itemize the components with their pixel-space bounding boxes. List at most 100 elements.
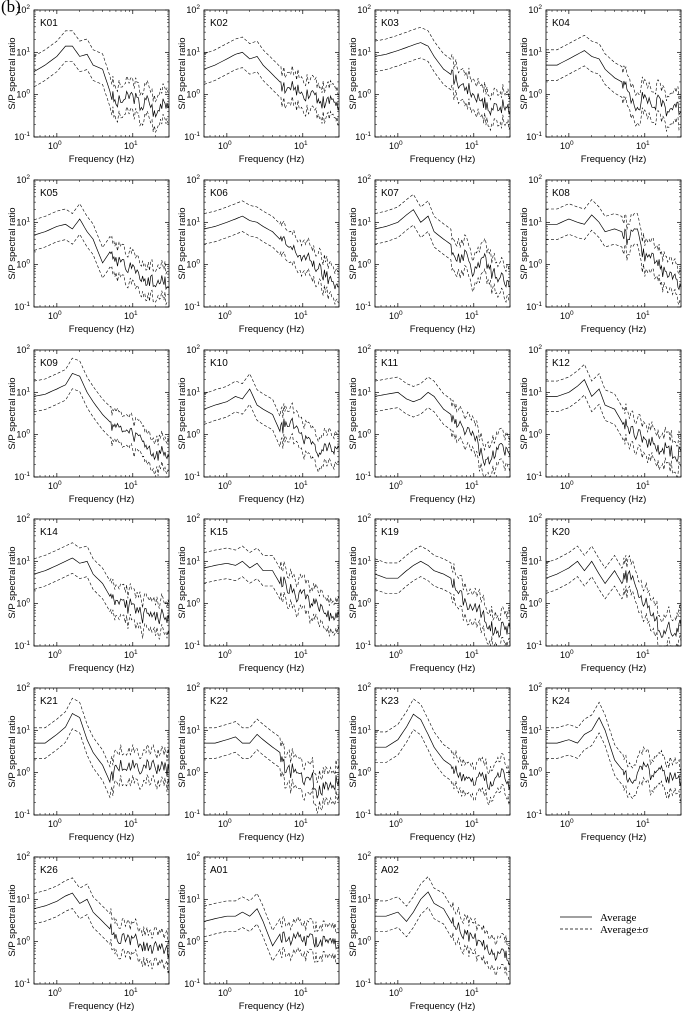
panel-k19: 10-1 100 101 102 100 101 Frequency (Hz) S/P spe… bbox=[348, 513, 511, 674]
station-label: K19 bbox=[381, 527, 399, 538]
y-tick-label: 10-1 bbox=[14, 809, 30, 820]
plot-frame bbox=[33, 349, 170, 478]
y-tick-label: 102 bbox=[357, 4, 371, 15]
y-axis-title: S/P spectral ratio bbox=[7, 37, 18, 109]
x-axis-title: Frequency (Hz) bbox=[581, 832, 646, 843]
series-average bbox=[546, 378, 682, 463]
station-label: K14 bbox=[40, 527, 58, 538]
y-tick-label: 100 bbox=[528, 259, 542, 270]
series-avg-minus-sigma bbox=[33, 61, 170, 134]
y-tick-label: 10-1 bbox=[184, 131, 200, 142]
panel-k22: 10-1 100 101 102 100 101 Frequency (Hz) S/P spe… bbox=[177, 682, 340, 843]
series-avg-minus-sigma bbox=[33, 572, 170, 640]
y-tick-label: 101 bbox=[16, 893, 30, 904]
plot-frame bbox=[203, 9, 340, 138]
x-tick-label: 101 bbox=[636, 818, 650, 829]
station-label: K02 bbox=[210, 18, 228, 29]
y-tick-label: 101 bbox=[186, 724, 200, 735]
y-tick-label: 100 bbox=[357, 89, 371, 100]
series-avg-plus-sigma bbox=[203, 892, 340, 935]
y-tick-label: 101 bbox=[186, 216, 200, 227]
y-axis-title: S/P spectral ratio bbox=[348, 715, 359, 787]
y-tick-label: 10-1 bbox=[355, 301, 371, 312]
y-tick-label: 10-1 bbox=[526, 131, 542, 142]
x-tick-label: 101 bbox=[124, 310, 138, 321]
y-tick-label: 102 bbox=[16, 513, 30, 524]
x-tick-label: 100 bbox=[389, 310, 403, 321]
y-tick-label: 10-1 bbox=[14, 471, 30, 482]
y-tick-label: 102 bbox=[186, 174, 200, 185]
y-tick-label: 10-1 bbox=[14, 301, 30, 312]
y-axis-title: S/P spectral ratio bbox=[519, 37, 530, 109]
y-tick-label: 101 bbox=[16, 724, 30, 735]
y-axis-title: S/P spectral ratio bbox=[177, 37, 188, 109]
series-avg-plus-sigma bbox=[203, 545, 340, 606]
x-axis-title: Frequency (Hz) bbox=[239, 1001, 304, 1011]
y-tick-label: 102 bbox=[186, 344, 200, 355]
plot-frame bbox=[33, 179, 170, 308]
x-tick-label: 100 bbox=[218, 818, 232, 829]
y-tick-label: 101 bbox=[16, 216, 30, 227]
series-avg-minus-sigma bbox=[374, 224, 511, 304]
plot-frame bbox=[33, 518, 170, 647]
series-average bbox=[203, 51, 340, 111]
y-tick-label: 101 bbox=[528, 555, 542, 566]
series-avg-minus-sigma bbox=[546, 65, 682, 132]
y-tick-label: 10-1 bbox=[526, 640, 542, 651]
y-axis-title: S/P spectral ratio bbox=[519, 715, 530, 787]
y-tick-label: 100 bbox=[357, 429, 371, 440]
panel-k03: 10-1 100 101 102 100 101 Frequency (Hz) S/P spe… bbox=[348, 4, 511, 165]
x-tick-label: 101 bbox=[294, 818, 308, 829]
series-average bbox=[33, 892, 170, 958]
x-axis-title: Frequency (Hz) bbox=[410, 663, 475, 674]
y-axis-title: S/P spectral ratio bbox=[7, 377, 18, 449]
y-tick-label: 102 bbox=[16, 682, 30, 693]
y-tick-label: 10-1 bbox=[355, 640, 371, 651]
plot-frame bbox=[33, 856, 170, 985]
x-tick-label: 101 bbox=[124, 987, 138, 998]
y-tick-label: 100 bbox=[186, 767, 200, 778]
y-tick-label: 10-1 bbox=[355, 471, 371, 482]
panel-k26: 10-1 100 101 102 100 101 Frequency (Hz) S/P spe… bbox=[7, 851, 170, 1011]
series-avg-plus-sigma bbox=[546, 701, 682, 771]
series-average bbox=[546, 50, 682, 117]
y-axis-title: S/P spectral ratio bbox=[348, 207, 359, 279]
plot-frame bbox=[374, 856, 511, 985]
y-tick-label: 101 bbox=[357, 216, 371, 227]
y-tick-label: 10-1 bbox=[355, 131, 371, 142]
x-axis-title: Frequency (Hz) bbox=[239, 832, 304, 843]
x-axis-title: Frequency (Hz) bbox=[239, 324, 304, 335]
panel-k24: 10-1 100 101 102 100 101 Frequency (Hz) S/P spe… bbox=[519, 682, 682, 843]
plot-frame bbox=[374, 349, 511, 478]
station-label: K15 bbox=[210, 527, 228, 538]
y-tick-label: 101 bbox=[16, 386, 30, 397]
y-tick-label: 101 bbox=[357, 46, 371, 57]
plot-frame bbox=[203, 349, 340, 478]
station-label: K11 bbox=[381, 358, 398, 369]
station-label: K04 bbox=[552, 18, 570, 29]
series-average bbox=[203, 215, 340, 290]
series-avg-minus-sigma bbox=[546, 732, 682, 802]
plot-frame bbox=[203, 856, 340, 985]
series-avg-minus-sigma bbox=[374, 407, 511, 478]
series-avg-minus-sigma bbox=[374, 57, 511, 132]
station-label: K10 bbox=[210, 358, 228, 369]
y-tick-label: 100 bbox=[186, 259, 200, 270]
x-axis-title: Frequency (Hz) bbox=[581, 324, 646, 335]
series-average bbox=[33, 557, 170, 625]
x-axis-title: Frequency (Hz) bbox=[410, 154, 475, 165]
series-avg-plus-sigma bbox=[546, 363, 682, 448]
y-tick-label: 10-1 bbox=[355, 809, 371, 820]
panel-k23: 10-1 100 101 102 100 101 Frequency (Hz) S/P spe… bbox=[348, 682, 511, 843]
y-tick-label: 102 bbox=[357, 851, 371, 862]
y-tick-label: 10-1 bbox=[355, 978, 371, 989]
series-average bbox=[546, 214, 682, 291]
series-average bbox=[33, 372, 170, 461]
x-tick-label: 101 bbox=[465, 649, 479, 660]
series-avg-minus-sigma bbox=[203, 576, 340, 637]
legend-label: Average bbox=[600, 912, 637, 924]
y-tick-label: 10-1 bbox=[184, 301, 200, 312]
series-avg-minus-sigma bbox=[34, 728, 170, 799]
y-tick-label: 101 bbox=[16, 555, 30, 566]
